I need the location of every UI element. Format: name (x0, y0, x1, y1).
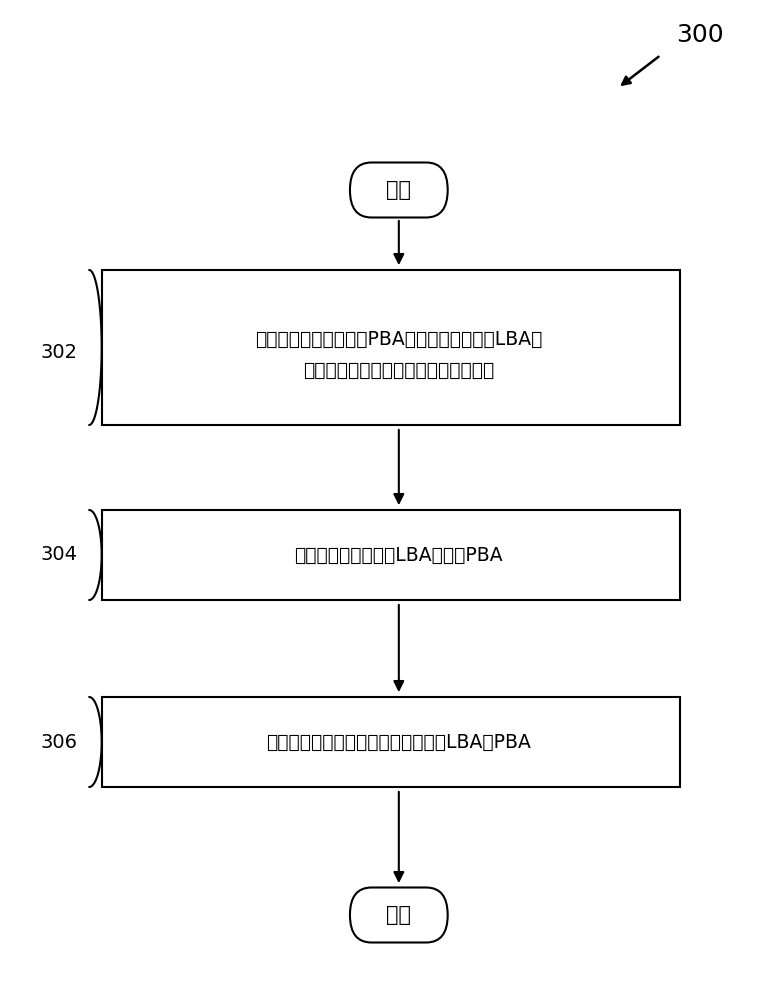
Text: 300: 300 (676, 23, 723, 47)
Text: 基于累积控制状态将LBA转换为PBA: 基于累积控制状态将LBA转换为PBA (295, 546, 503, 564)
FancyBboxPatch shape (102, 270, 680, 425)
Text: 304: 304 (40, 546, 77, 564)
Text: 确定指示物理块地址（PBA）与逻辑块地址（LBA）
之间的随机映射的状态的累积控制状态: 确定指示物理块地址（PBA）与逻辑块地址（LBA） 之间的随机映射的状态的累积控… (255, 330, 543, 380)
FancyBboxPatch shape (102, 697, 680, 787)
FancyBboxPatch shape (350, 162, 447, 217)
Text: 开始: 开始 (386, 180, 411, 200)
FancyBboxPatch shape (350, 888, 447, 942)
FancyBboxPatch shape (102, 510, 680, 600)
Text: 基于控制状态来交换分配给预选择的LBA的PBA: 基于控制状态来交换分配给预选择的LBA的PBA (267, 732, 531, 752)
Text: 302: 302 (40, 344, 77, 362)
Text: 306: 306 (40, 732, 77, 752)
Text: 结束: 结束 (386, 905, 411, 925)
